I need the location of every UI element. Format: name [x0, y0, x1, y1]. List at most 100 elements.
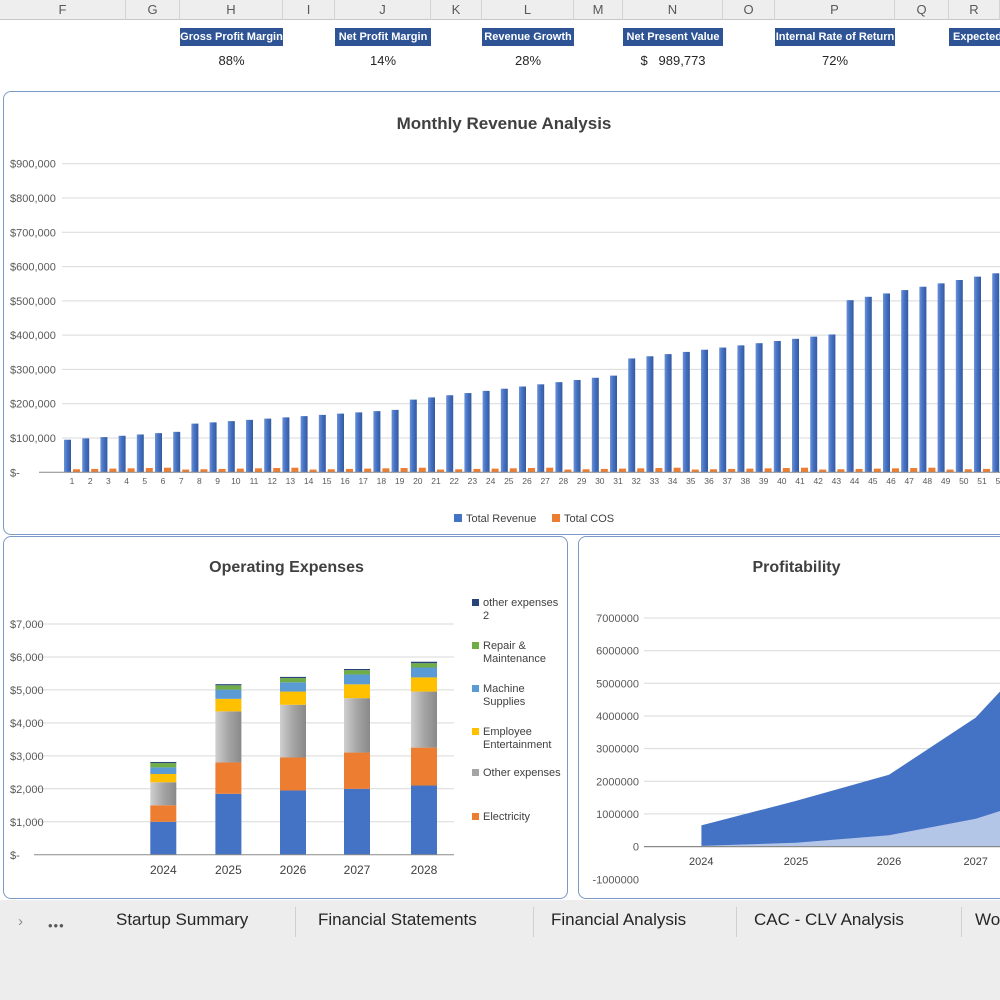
svg-text:38: 38: [741, 476, 751, 486]
svg-text:Supplies: Supplies: [483, 696, 526, 708]
svg-text:-1000000: -1000000: [593, 874, 640, 886]
svg-text:Machine: Machine: [483, 683, 525, 695]
svg-text:51: 51: [977, 476, 987, 486]
svg-text:2027: 2027: [963, 856, 987, 868]
svg-text:36: 36: [704, 476, 714, 486]
svg-text:$5,000: $5,000: [10, 685, 44, 697]
svg-text:Maintenance: Maintenance: [483, 653, 546, 665]
svg-text:$1,000: $1,000: [10, 817, 44, 829]
svg-text:3: 3: [106, 476, 111, 486]
svg-text:$100,000: $100,000: [10, 433, 56, 445]
svg-text:$900,000: $900,000: [10, 159, 56, 171]
svg-text:2: 2: [88, 476, 93, 486]
svg-text:14: 14: [304, 476, 314, 486]
svg-text:31: 31: [613, 476, 623, 486]
svg-text:45: 45: [868, 476, 878, 486]
svg-text:35: 35: [686, 476, 696, 486]
svg-text:24: 24: [486, 476, 496, 486]
svg-text:39: 39: [759, 476, 769, 486]
svg-text:$400,000: $400,000: [10, 330, 56, 342]
svg-text:2026: 2026: [877, 856, 901, 868]
svg-text:6000000: 6000000: [596, 646, 639, 658]
svg-text:23: 23: [468, 476, 478, 486]
svg-text:4: 4: [124, 476, 129, 486]
svg-text:2027: 2027: [344, 863, 371, 877]
svg-text:$3,000: $3,000: [10, 751, 44, 763]
svg-text:2024: 2024: [689, 856, 713, 868]
svg-text:7000000: 7000000: [596, 613, 639, 625]
svg-text:Total Revenue: Total Revenue: [466, 513, 536, 525]
svg-text:21: 21: [431, 476, 441, 486]
svg-text:33: 33: [650, 476, 660, 486]
svg-text:$600,000: $600,000: [10, 262, 56, 274]
svg-text:$800,000: $800,000: [10, 193, 56, 205]
svg-text:52: 52: [995, 476, 1000, 486]
svg-text:22: 22: [449, 476, 459, 486]
svg-text:30: 30: [595, 476, 605, 486]
svg-text:32: 32: [631, 476, 641, 486]
svg-text:1000000: 1000000: [596, 809, 639, 821]
svg-text:1: 1: [70, 476, 75, 486]
svg-text:5000000: 5000000: [596, 678, 639, 690]
svg-text:18: 18: [377, 476, 387, 486]
svg-text:8: 8: [197, 476, 202, 486]
svg-text:$300,000: $300,000: [10, 364, 56, 376]
svg-text:26: 26: [522, 476, 532, 486]
svg-text:$-: $-: [10, 467, 20, 479]
svg-text:$200,000: $200,000: [10, 399, 56, 411]
svg-text:other expenses: other expenses: [483, 597, 559, 609]
svg-text:48: 48: [923, 476, 933, 486]
svg-text:47: 47: [904, 476, 914, 486]
svg-text:Other expenses: Other expenses: [483, 767, 561, 779]
svg-text:Entertainment: Entertainment: [483, 739, 551, 751]
svg-text:12: 12: [267, 476, 277, 486]
svg-text:17: 17: [358, 476, 368, 486]
svg-text:$4,000: $4,000: [10, 718, 44, 730]
svg-text:9: 9: [215, 476, 220, 486]
svg-text:42: 42: [813, 476, 823, 486]
svg-text:3000000: 3000000: [596, 744, 639, 756]
svg-text:6: 6: [161, 476, 166, 486]
svg-text:2025: 2025: [784, 856, 808, 868]
svg-text:11: 11: [250, 476, 259, 486]
svg-text:46: 46: [886, 476, 896, 486]
svg-text:28: 28: [559, 476, 569, 486]
svg-text:49: 49: [941, 476, 951, 486]
svg-text:7: 7: [179, 476, 184, 486]
svg-text:$2,000: $2,000: [10, 784, 44, 796]
svg-text:Employee: Employee: [483, 726, 532, 738]
svg-text:5: 5: [142, 476, 147, 486]
svg-text:40: 40: [777, 476, 787, 486]
svg-text:$7,000: $7,000: [10, 619, 44, 631]
svg-text:$500,000: $500,000: [10, 296, 56, 308]
svg-text:2025: 2025: [215, 863, 242, 877]
svg-text:0: 0: [633, 842, 639, 854]
svg-text:Repair &: Repair &: [483, 640, 526, 652]
svg-text:20: 20: [413, 476, 423, 486]
svg-text:Total COS: Total COS: [564, 513, 614, 525]
svg-text:41: 41: [795, 476, 805, 486]
svg-text:2000000: 2000000: [596, 776, 639, 788]
svg-text:2: 2: [483, 610, 489, 622]
svg-text:16: 16: [340, 476, 350, 486]
svg-text:25: 25: [504, 476, 514, 486]
svg-text:37: 37: [722, 476, 732, 486]
svg-text:2026: 2026: [280, 863, 307, 877]
svg-text:$6,000: $6,000: [10, 652, 44, 664]
svg-text:43: 43: [832, 476, 842, 486]
svg-text:10: 10: [231, 476, 241, 486]
svg-text:29: 29: [577, 476, 587, 486]
svg-text:13: 13: [286, 476, 296, 486]
svg-text:27: 27: [540, 476, 550, 486]
svg-text:2024: 2024: [150, 863, 177, 877]
svg-text:15: 15: [322, 476, 332, 486]
svg-text:34: 34: [668, 476, 678, 486]
svg-text:44: 44: [850, 476, 860, 486]
svg-text:4000000: 4000000: [596, 711, 639, 723]
svg-text:Electricity: Electricity: [483, 811, 531, 823]
svg-text:$700,000: $700,000: [10, 227, 56, 239]
svg-text:$-: $-: [10, 850, 20, 862]
svg-text:2028: 2028: [411, 863, 438, 877]
svg-text:19: 19: [395, 476, 405, 486]
svg-text:50: 50: [959, 476, 969, 486]
